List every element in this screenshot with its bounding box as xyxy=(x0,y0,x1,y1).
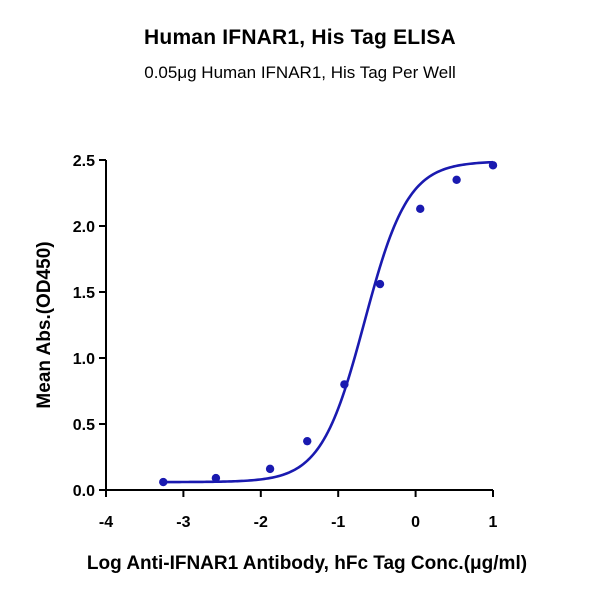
y-tick-label: 2.5 xyxy=(73,153,95,170)
y-tick-label: 0.5 xyxy=(73,417,95,434)
x-axis: -4 -3 -2 -1 0 1 xyxy=(99,489,498,531)
x-tick-label: -4 xyxy=(99,514,113,531)
data-point xyxy=(375,279,385,289)
data-points xyxy=(159,161,498,487)
data-point xyxy=(452,175,461,184)
chart-title: Human IFNAR1, His Tag ELISA xyxy=(144,26,456,49)
x-tick-label: -2 xyxy=(254,514,268,531)
x-tick-label: 1 xyxy=(489,514,498,531)
y-tick-label: 2.0 xyxy=(73,219,95,236)
x-tick-label: -3 xyxy=(176,514,190,531)
chart-subtitle: 0.05μg Human IFNAR1, His Tag Per Well xyxy=(144,63,456,82)
data-point xyxy=(265,464,275,474)
y-tick-label: 1.0 xyxy=(73,351,95,368)
y-tick-label: 1.5 xyxy=(73,285,95,302)
y-axis: 0.0 0.5 1.0 1.5 2.0 2.5 xyxy=(73,153,107,500)
y-axis-title: Mean Abs.(OD450) xyxy=(34,241,55,408)
data-point xyxy=(340,380,349,389)
data-point xyxy=(303,436,312,446)
x-axis-title: Log Anti-IFNAR1 Antibody, hFc Tag Conc.(… xyxy=(87,553,527,574)
x-tick-label: 0 xyxy=(411,514,420,531)
x-tick-label: -1 xyxy=(331,514,345,531)
data-point xyxy=(211,473,221,483)
fit-curve-group xyxy=(163,160,494,484)
data-point xyxy=(488,161,498,170)
data-point xyxy=(416,204,425,214)
y-tick-label: 0.0 xyxy=(73,483,95,500)
data-point xyxy=(159,477,168,487)
fit-curve xyxy=(163,160,494,484)
